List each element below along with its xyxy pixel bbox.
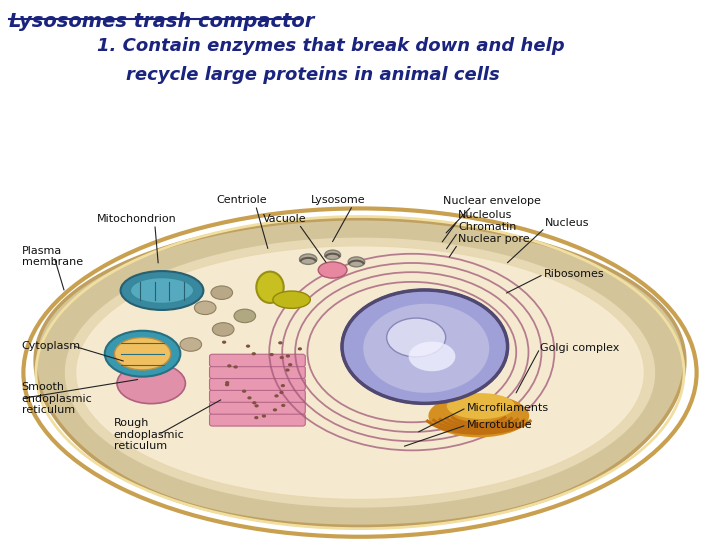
Ellipse shape [273,291,310,308]
Text: Rough
endoplasmic
reticulum: Rough endoplasmic reticulum [114,418,184,451]
Ellipse shape [269,353,274,356]
Ellipse shape [252,401,256,404]
Ellipse shape [254,404,258,408]
Ellipse shape [428,394,529,437]
FancyBboxPatch shape [210,354,305,367]
Ellipse shape [325,250,341,260]
Ellipse shape [288,363,292,366]
Text: Plasma
membrane: Plasma membrane [22,246,83,267]
Ellipse shape [234,309,256,322]
Ellipse shape [342,290,508,403]
Ellipse shape [446,393,516,419]
Ellipse shape [211,286,233,299]
Text: Nuclear pore: Nuclear pore [458,234,529,244]
Ellipse shape [281,384,285,387]
Ellipse shape [114,338,171,370]
Text: Microfilaments: Microfilaments [467,403,549,413]
Ellipse shape [233,366,238,369]
Text: Lysosome: Lysosome [311,195,366,205]
Ellipse shape [242,389,246,393]
Text: 1. Contain enzymes that break down and help: 1. Contain enzymes that break down and h… [97,37,564,55]
Ellipse shape [285,368,289,372]
Text: Ribosomes: Ribosomes [544,269,604,279]
Ellipse shape [409,341,456,372]
Text: recycle large proteins in animal cells: recycle large proteins in animal cells [126,66,500,84]
Polygon shape [65,238,655,508]
Ellipse shape [300,254,317,265]
Ellipse shape [297,347,302,350]
Polygon shape [76,246,644,500]
Ellipse shape [180,338,202,352]
Ellipse shape [256,272,284,303]
FancyBboxPatch shape [210,414,305,426]
FancyBboxPatch shape [210,390,305,402]
Text: Mitochondrion: Mitochondrion [97,214,176,224]
Text: Centriole: Centriole [216,195,266,205]
Ellipse shape [225,381,230,384]
Text: Cytoplasm: Cytoplasm [22,341,81,350]
Text: Golgi complex: Golgi complex [540,343,619,353]
FancyBboxPatch shape [210,366,305,379]
FancyBboxPatch shape [210,402,305,414]
Ellipse shape [251,352,256,355]
Text: Microtubule: Microtubule [467,420,532,430]
Text: Smooth
endoplasmic
reticulum: Smooth endoplasmic reticulum [22,382,92,415]
Ellipse shape [247,396,251,400]
Ellipse shape [254,416,258,419]
Text: Nucleus: Nucleus [545,218,590,228]
Ellipse shape [222,341,226,344]
Ellipse shape [262,414,266,417]
Ellipse shape [228,364,232,368]
Ellipse shape [286,354,290,357]
Ellipse shape [117,363,185,404]
Text: Lysosomes trash compactor: Lysosomes trash compactor [9,12,314,31]
Ellipse shape [363,303,490,393]
Ellipse shape [281,404,285,407]
Ellipse shape [318,262,347,278]
Ellipse shape [278,341,282,345]
Ellipse shape [105,330,181,377]
Text: Chromatin: Chromatin [458,222,516,232]
Ellipse shape [273,408,277,411]
Ellipse shape [212,322,234,336]
Text: Nuclear envelope: Nuclear envelope [443,196,541,206]
Ellipse shape [121,271,204,310]
Text: Vacuole: Vacuole [263,214,306,224]
Ellipse shape [225,383,229,386]
Ellipse shape [274,394,279,397]
Ellipse shape [130,278,194,303]
Ellipse shape [246,345,250,348]
Ellipse shape [279,391,284,394]
Text: Nucleolus: Nucleolus [458,210,513,220]
Ellipse shape [387,318,446,357]
Ellipse shape [194,301,216,314]
Ellipse shape [348,257,364,267]
Ellipse shape [279,356,284,359]
Polygon shape [35,219,685,526]
FancyBboxPatch shape [210,378,305,390]
